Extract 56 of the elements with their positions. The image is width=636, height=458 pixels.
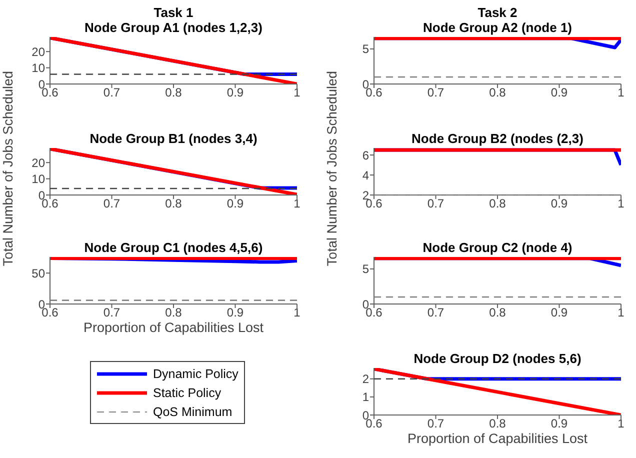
x-tick-label: 0.9 (550, 416, 568, 431)
x-tick-label: 0.7 (427, 306, 444, 320)
y-axis-title: Total Number of Jobs Scheduled (324, 70, 340, 268)
x-tick-label: 0.9 (550, 196, 568, 211)
y-tick-label: 5 (362, 262, 370, 276)
y-tick-label: 50 (32, 266, 46, 280)
x-tick-label: 1 (294, 306, 301, 320)
x-tick-label: 0.8 (489, 196, 506, 211)
y-tick-label: 20 (32, 44, 46, 59)
x-tick-label: 0.8 (489, 416, 506, 431)
y-axis-title: Total Number of Jobs Scheduled (0, 70, 16, 268)
x-tick-label: 0.9 (550, 86, 568, 100)
x-axis-title: Proportion of Capabilities Lost (82, 320, 265, 335)
y-tick-label: 10 (32, 61, 46, 76)
x-tick-label: 1 (618, 86, 625, 100)
y-tick-label: 1 (362, 390, 370, 404)
chart-title: Node Group C1 (nodes 4,5,6) (83, 240, 264, 255)
x-tick-label: 0.8 (489, 306, 506, 320)
chart-title: Node Group C2 (node 4) (422, 240, 574, 255)
chart-title: Node Group D2 (nodes 5,6) (412, 351, 582, 366)
x-tick-label: 1 (618, 306, 625, 320)
x-tick-label: 0.7 (103, 86, 120, 100)
chart-title: Node Group B2 (nodes (2,3) (410, 131, 584, 146)
y-tick-label: 2 (362, 372, 370, 386)
x-tick-label: 0.7 (427, 196, 444, 211)
x-tick-label: 0.7 (103, 306, 120, 320)
x-tick-label: 0.9 (226, 306, 244, 320)
chart-title: Node Group B1 (nodes 3,4) (88, 131, 258, 146)
y-tick-label: 4 (362, 168, 370, 182)
x-tick-label: 0.8 (489, 86, 506, 100)
chart-title: Task 2 (476, 5, 518, 20)
x-tick-label: 1 (618, 196, 625, 211)
x-tick-label: 0.7 (427, 86, 444, 100)
x-tick-label: 0.8 (165, 86, 182, 100)
x-tick-label: 0.7 (427, 416, 444, 431)
x-tick-label: 0.8 (165, 196, 182, 211)
x-tick-label: 0.6 (366, 196, 383, 211)
y-tick-label: 6 (362, 148, 370, 162)
legend-label: Static Policy (153, 386, 222, 400)
x-tick-label: 0.9 (550, 306, 568, 320)
x-tick-label: 0.9 (226, 196, 244, 211)
x-tick-label: 0.9 (226, 86, 244, 100)
x-tick-label: 1 (294, 196, 301, 211)
legend-label: QoS Minimum (153, 404, 232, 418)
x-tick-label: 1 (294, 86, 301, 100)
x-axis-title: Proportion of Capabilities Lost (406, 431, 589, 446)
x-tick-label: 0.8 (165, 306, 182, 320)
legend-label: Dynamic Policy (153, 366, 238, 380)
chart-title: Task 1 (152, 5, 194, 20)
x-tick-label: 0.7 (103, 196, 120, 211)
y-tick-label: 10 (32, 172, 46, 186)
chart-subtitle: Node Group A2 (node 1) (422, 20, 574, 35)
x-tick-label: 1 (618, 416, 625, 431)
y-tick-label: 20 (32, 156, 46, 170)
chart-subtitle: Node Group A1 (nodes 1,2,3) (84, 20, 264, 35)
y-tick-label: 5 (362, 42, 370, 56)
